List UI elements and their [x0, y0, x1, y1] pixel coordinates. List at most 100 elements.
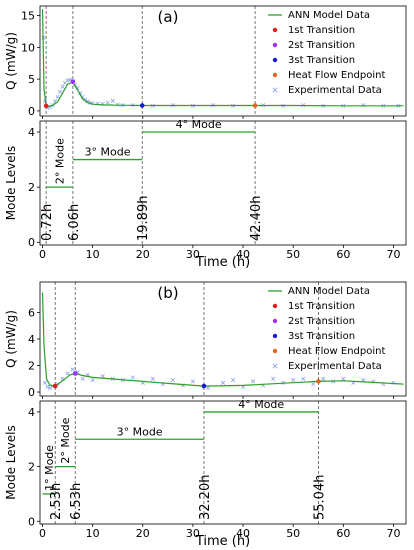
- transition-time-label: 2.53h: [49, 483, 64, 520]
- y-tick-label: 10: [21, 41, 35, 54]
- experimental-point: [220, 380, 226, 385]
- y-tick-label: 2: [28, 181, 35, 194]
- bottom-frame: [39, 120, 407, 246]
- experimental-point: [301, 376, 306, 381]
- y-tick-label: 0: [28, 236, 35, 249]
- legend-item: 1st Transition: [272, 301, 355, 312]
- x-tick-label: 20: [136, 527, 150, 540]
- ann-model-line: [41, 292, 404, 387]
- legend-label: 2st Transition: [288, 40, 355, 51]
- experimental-point: [110, 98, 115, 103]
- bottom-ylabel: Mode Levels: [4, 425, 18, 499]
- bottom-ylabel: Mode Levels: [4, 146, 18, 220]
- chart-b: 0 2 4 6 Q (mW/g) (b) ANN Model Data 1st Transit…: [4, 281, 407, 549]
- experimental-point: [83, 97, 88, 102]
- transition-time-label: 0.72h: [40, 204, 55, 241]
- legend-item: 3st Transition: [272, 331, 355, 342]
- bottom-frame: [39, 400, 407, 525]
- x-tick-label: 0: [39, 527, 46, 540]
- experimental-point: [60, 84, 65, 89]
- legend-swatch: [272, 318, 278, 324]
- legend-item: Experimental Data: [272, 361, 382, 372]
- transition-time-label: 6.06h: [67, 204, 82, 241]
- x-tick-label: 50: [286, 527, 300, 540]
- x-tick-label: 30: [186, 248, 200, 261]
- y-tick-label: 2: [28, 461, 35, 474]
- mode-label: 3° Mode: [117, 425, 163, 438]
- legend-label: 2st Transition: [288, 316, 355, 327]
- legend-label: Experimental Data: [288, 361, 382, 372]
- experimental-point: [55, 94, 60, 100]
- mode-label: 1° Mode: [43, 445, 56, 491]
- legend-item: ANN Model Data: [268, 10, 370, 21]
- panel-label: (a): [158, 8, 179, 26]
- y-tick-label: 4: [28, 333, 35, 346]
- legend-swatch: [272, 57, 278, 63]
- panel-label: (b): [157, 284, 178, 302]
- experimental-point: [57, 89, 63, 94]
- experimental-point: [311, 381, 316, 387]
- ann-model-line: [41, 9, 404, 108]
- legend-item: Experimental Data: [272, 85, 382, 96]
- experimental-point: [100, 374, 105, 379]
- top-frame: [39, 5, 407, 117]
- x-tick-label: 10: [86, 248, 100, 261]
- legend-label: ANN Model Data: [288, 286, 370, 297]
- legend-swatch: [272, 363, 278, 369]
- transition-time-label: 55.04h: [312, 475, 327, 520]
- y-tick-label: 0: [28, 105, 35, 118]
- experimental-point: [150, 376, 155, 381]
- x-axis-label: Time (h): [195, 534, 250, 549]
- legend: ANN Model Data 1st Transition 2st Transiti…: [268, 286, 385, 372]
- legend-swatch: [272, 87, 278, 93]
- legend-swatch: [272, 333, 278, 339]
- legend-item: 2st Transition: [272, 316, 355, 327]
- y-tick-label: 2: [28, 360, 35, 373]
- top-panel: 0 2 4 6 Q (mW/g) (b) ANN Model Data 1st Transit…: [4, 281, 407, 399]
- y-tick-label: 5: [28, 73, 35, 86]
- bottom-panel: 2° Mode 3° Mode 4° Mode 0.72h 6.06h 19.89h 42.…: [4, 118, 407, 270]
- x-tick-label: 0: [39, 248, 46, 261]
- x-tick-label: 70: [386, 248, 400, 261]
- x-tick-label: 40: [236, 527, 250, 540]
- legend-label: 3st Transition: [288, 331, 355, 342]
- chart-a: 0 5 10 15Q (mW/g) (a) ANN Model Data 1st Trans…: [4, 5, 407, 270]
- experimental-point: [130, 375, 135, 380]
- experimental-point: [105, 100, 110, 105]
- legend-swatch: [272, 42, 278, 48]
- transition-time-label: 42.40h: [249, 196, 264, 241]
- y-tick-label: 0: [28, 515, 35, 528]
- transition-point: [43, 103, 49, 109]
- top-ylabel: Q (mW/g): [4, 32, 18, 90]
- y-tick-label: 15: [21, 10, 35, 23]
- experimental-point: [75, 85, 80, 91]
- legend-label: 3st Transition: [288, 55, 355, 66]
- transition-time-label: 19.89h: [136, 196, 151, 241]
- x-tick-label: 40: [236, 248, 250, 261]
- experimental-point: [90, 378, 95, 383]
- mode-label: 4° Mode: [238, 398, 284, 411]
- x-axis-label: Time (h): [195, 255, 250, 270]
- legend-swatch: [272, 72, 278, 78]
- legend-label: Heat Flow Endpoint: [288, 346, 385, 357]
- transition-point: [139, 103, 145, 108]
- experimental-point: [190, 379, 196, 384]
- x-tick-label: 70: [386, 527, 400, 540]
- transition-time-label: 6.53h: [69, 483, 84, 520]
- y-tick-label: 6: [28, 306, 35, 319]
- legend-item: Heat Flow Endpoint: [272, 70, 385, 81]
- x-tick-label: 20: [136, 248, 150, 261]
- legend-item: ANN Model Data: [268, 286, 370, 297]
- legend-item: 1st Transition: [272, 25, 355, 36]
- transition-point: [70, 79, 76, 84]
- transition-point: [72, 371, 78, 376]
- experimental-point: [205, 385, 211, 391]
- mode-label: 4° Mode: [176, 118, 222, 131]
- legend-item: 3st Transition: [272, 55, 355, 66]
- experimental-point: [250, 379, 256, 384]
- y-tick-label: 4: [28, 406, 35, 419]
- transition-point: [201, 383, 207, 389]
- legend-item: 2st Transition: [272, 40, 355, 51]
- mode-label: 2° Mode: [59, 417, 72, 463]
